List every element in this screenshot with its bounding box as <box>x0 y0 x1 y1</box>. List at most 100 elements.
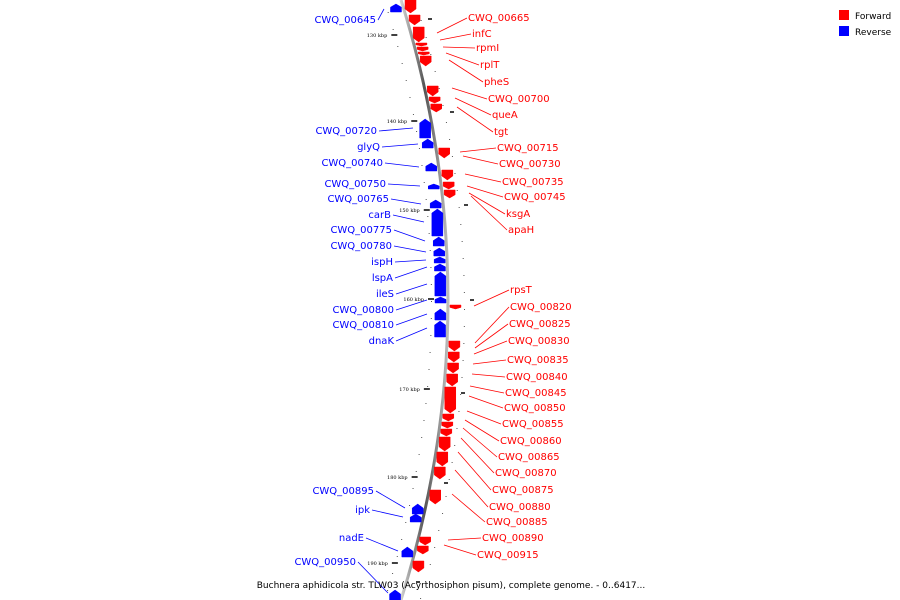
reverse-gene-arrow <box>429 199 442 209</box>
forward-gene-label: CWQ_00700 <box>488 94 550 105</box>
forward-gene-label: CWQ_00875 <box>492 485 554 496</box>
forward-label-connector <box>460 437 495 474</box>
reverse-gene-label: CWQ_00720 <box>315 126 377 137</box>
reverse-label-connector <box>371 509 404 518</box>
reverse-gene-arrow <box>425 162 438 172</box>
reverse-label-connector <box>381 143 419 148</box>
minor-tick-left <box>427 216 429 217</box>
minor-tick-left <box>387 590 389 591</box>
reverse-gene-label: CWQ_00895 <box>312 486 374 497</box>
forward-gene-arrow <box>438 147 450 159</box>
minor-tick-right <box>434 547 436 548</box>
forward-label-connector <box>466 185 504 198</box>
forward-gene-arrow <box>436 451 449 467</box>
minor-tick-left <box>425 199 427 200</box>
reverse-gene-arrow <box>411 503 424 515</box>
forward-label-connector <box>456 106 494 133</box>
reverse-label-connector <box>394 266 428 279</box>
reverse-gene-arrow <box>432 236 445 247</box>
genome-caption: Buchnera aphidicola str. TLW03 (Acyrthos… <box>257 581 645 591</box>
reverse-gene-label: ispH <box>371 257 393 268</box>
tick-label: 140 kbp <box>387 119 408 125</box>
minor-tick-right <box>456 428 458 429</box>
minor-tick-right <box>425 37 427 38</box>
minor-tick-right <box>462 258 464 259</box>
forward-gene-label: CWQ_00715 <box>497 143 559 154</box>
minor-tick-right <box>461 377 463 378</box>
forward-gene-arrow <box>442 413 455 422</box>
minor-tick-right <box>463 343 465 344</box>
forward-gene-arrow <box>441 421 454 429</box>
forward-label-connector <box>464 419 500 442</box>
forward-gene-label: CWQ_00880 <box>489 502 551 513</box>
reverse-gene-arrow <box>390 3 402 13</box>
minor-tick-left <box>412 488 414 489</box>
reverse-gene-arrow <box>434 296 447 304</box>
legend-reverse-label: Reverse <box>855 28 892 38</box>
forward-label-connector <box>447 537 482 541</box>
forward-gene-arrow <box>404 0 417 14</box>
legend-reverse-swatch <box>839 26 849 36</box>
reverse-gene-label: CWQ_00765 <box>327 194 389 205</box>
reverse-gene-arrow <box>431 208 444 237</box>
tick-label: 160 kbp <box>403 297 424 303</box>
minor-tick-right <box>429 564 431 565</box>
minor-tick-left <box>409 97 411 98</box>
forward-gene-arrow <box>434 466 446 480</box>
minor-tick-right <box>458 207 460 208</box>
minor-tick-left <box>430 318 432 319</box>
minor-tick-left <box>423 420 425 421</box>
reverse-gene-label: CWQ_00750 <box>324 179 386 190</box>
minor-tick-right <box>438 88 440 89</box>
minor-tick-right <box>420 20 422 21</box>
forward-label-connector <box>439 33 472 41</box>
forward-label-connector <box>462 155 499 165</box>
minor-tick-right <box>454 445 456 446</box>
reverse-label-connector <box>395 313 428 326</box>
genome-backbone <box>399 0 450 600</box>
forward-gene-label: CWQ_00830 <box>508 336 570 347</box>
forward-gene-arrow <box>441 169 454 181</box>
legend: Forward Reverse <box>839 10 892 38</box>
forward-label-connector <box>471 373 506 378</box>
forward-gene-arrow <box>419 55 432 67</box>
forward-gene-label: tgt <box>494 127 508 138</box>
forward-gene-arrow <box>430 103 442 113</box>
forward-gene-label: rplT <box>480 60 500 71</box>
minor-tick-left <box>418 454 420 455</box>
tick-label: 190 kbp <box>367 561 388 567</box>
forward-gene-label: CWQ_00845 <box>505 388 567 399</box>
gene-features <box>389 0 462 600</box>
minor-tick-right <box>451 156 453 157</box>
forward-gene-label: CWQ_00820 <box>510 302 572 313</box>
reverse-gene-label: CWQ_00810 <box>332 320 394 331</box>
forward-gene-label: CWQ_00825 <box>509 319 571 330</box>
minor-tick-right <box>430 54 432 55</box>
gene-labels: CWQ_00665 infC rpmI rplT pheS CWQ_00700 queA tg… <box>294 13 571 568</box>
reverse-gene-arrow <box>401 546 414 558</box>
forward-label-connector <box>468 192 506 215</box>
forward-gene-label: CWQ_00870 <box>495 468 557 479</box>
reverse-label-connector <box>393 229 426 242</box>
forward-gene-arrow <box>449 304 462 310</box>
reverse-gene-arrow <box>434 263 446 272</box>
forward-gene-label: queA <box>492 110 518 121</box>
minor-tick-left <box>397 46 399 47</box>
reverse-gene-arrow <box>409 513 422 523</box>
minor-tick-left <box>421 437 423 438</box>
forward-label-connector <box>472 359 507 365</box>
reverse-gene-arrow <box>433 256 446 264</box>
minor-tick-left <box>405 80 407 81</box>
forward-label-connector <box>474 306 510 344</box>
minor-tick-left <box>430 335 432 336</box>
forward-gene-label: infC <box>472 29 492 40</box>
forward-gene-label: CWQ_00865 <box>498 452 560 463</box>
legend-forward-label: Forward <box>855 12 891 22</box>
forward-label-connector <box>443 544 477 556</box>
forward-gene-arrow <box>428 96 441 104</box>
minor-ticks <box>387 12 474 599</box>
minor-tick-right <box>460 394 462 395</box>
reverse-label-connector <box>392 214 425 223</box>
forward-label-connector <box>457 451 492 491</box>
reverse-gene-label: nadE <box>339 533 364 544</box>
